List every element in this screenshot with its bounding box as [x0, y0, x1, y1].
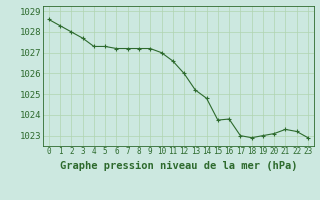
X-axis label: Graphe pression niveau de la mer (hPa): Graphe pression niveau de la mer (hPa) — [60, 161, 297, 171]
